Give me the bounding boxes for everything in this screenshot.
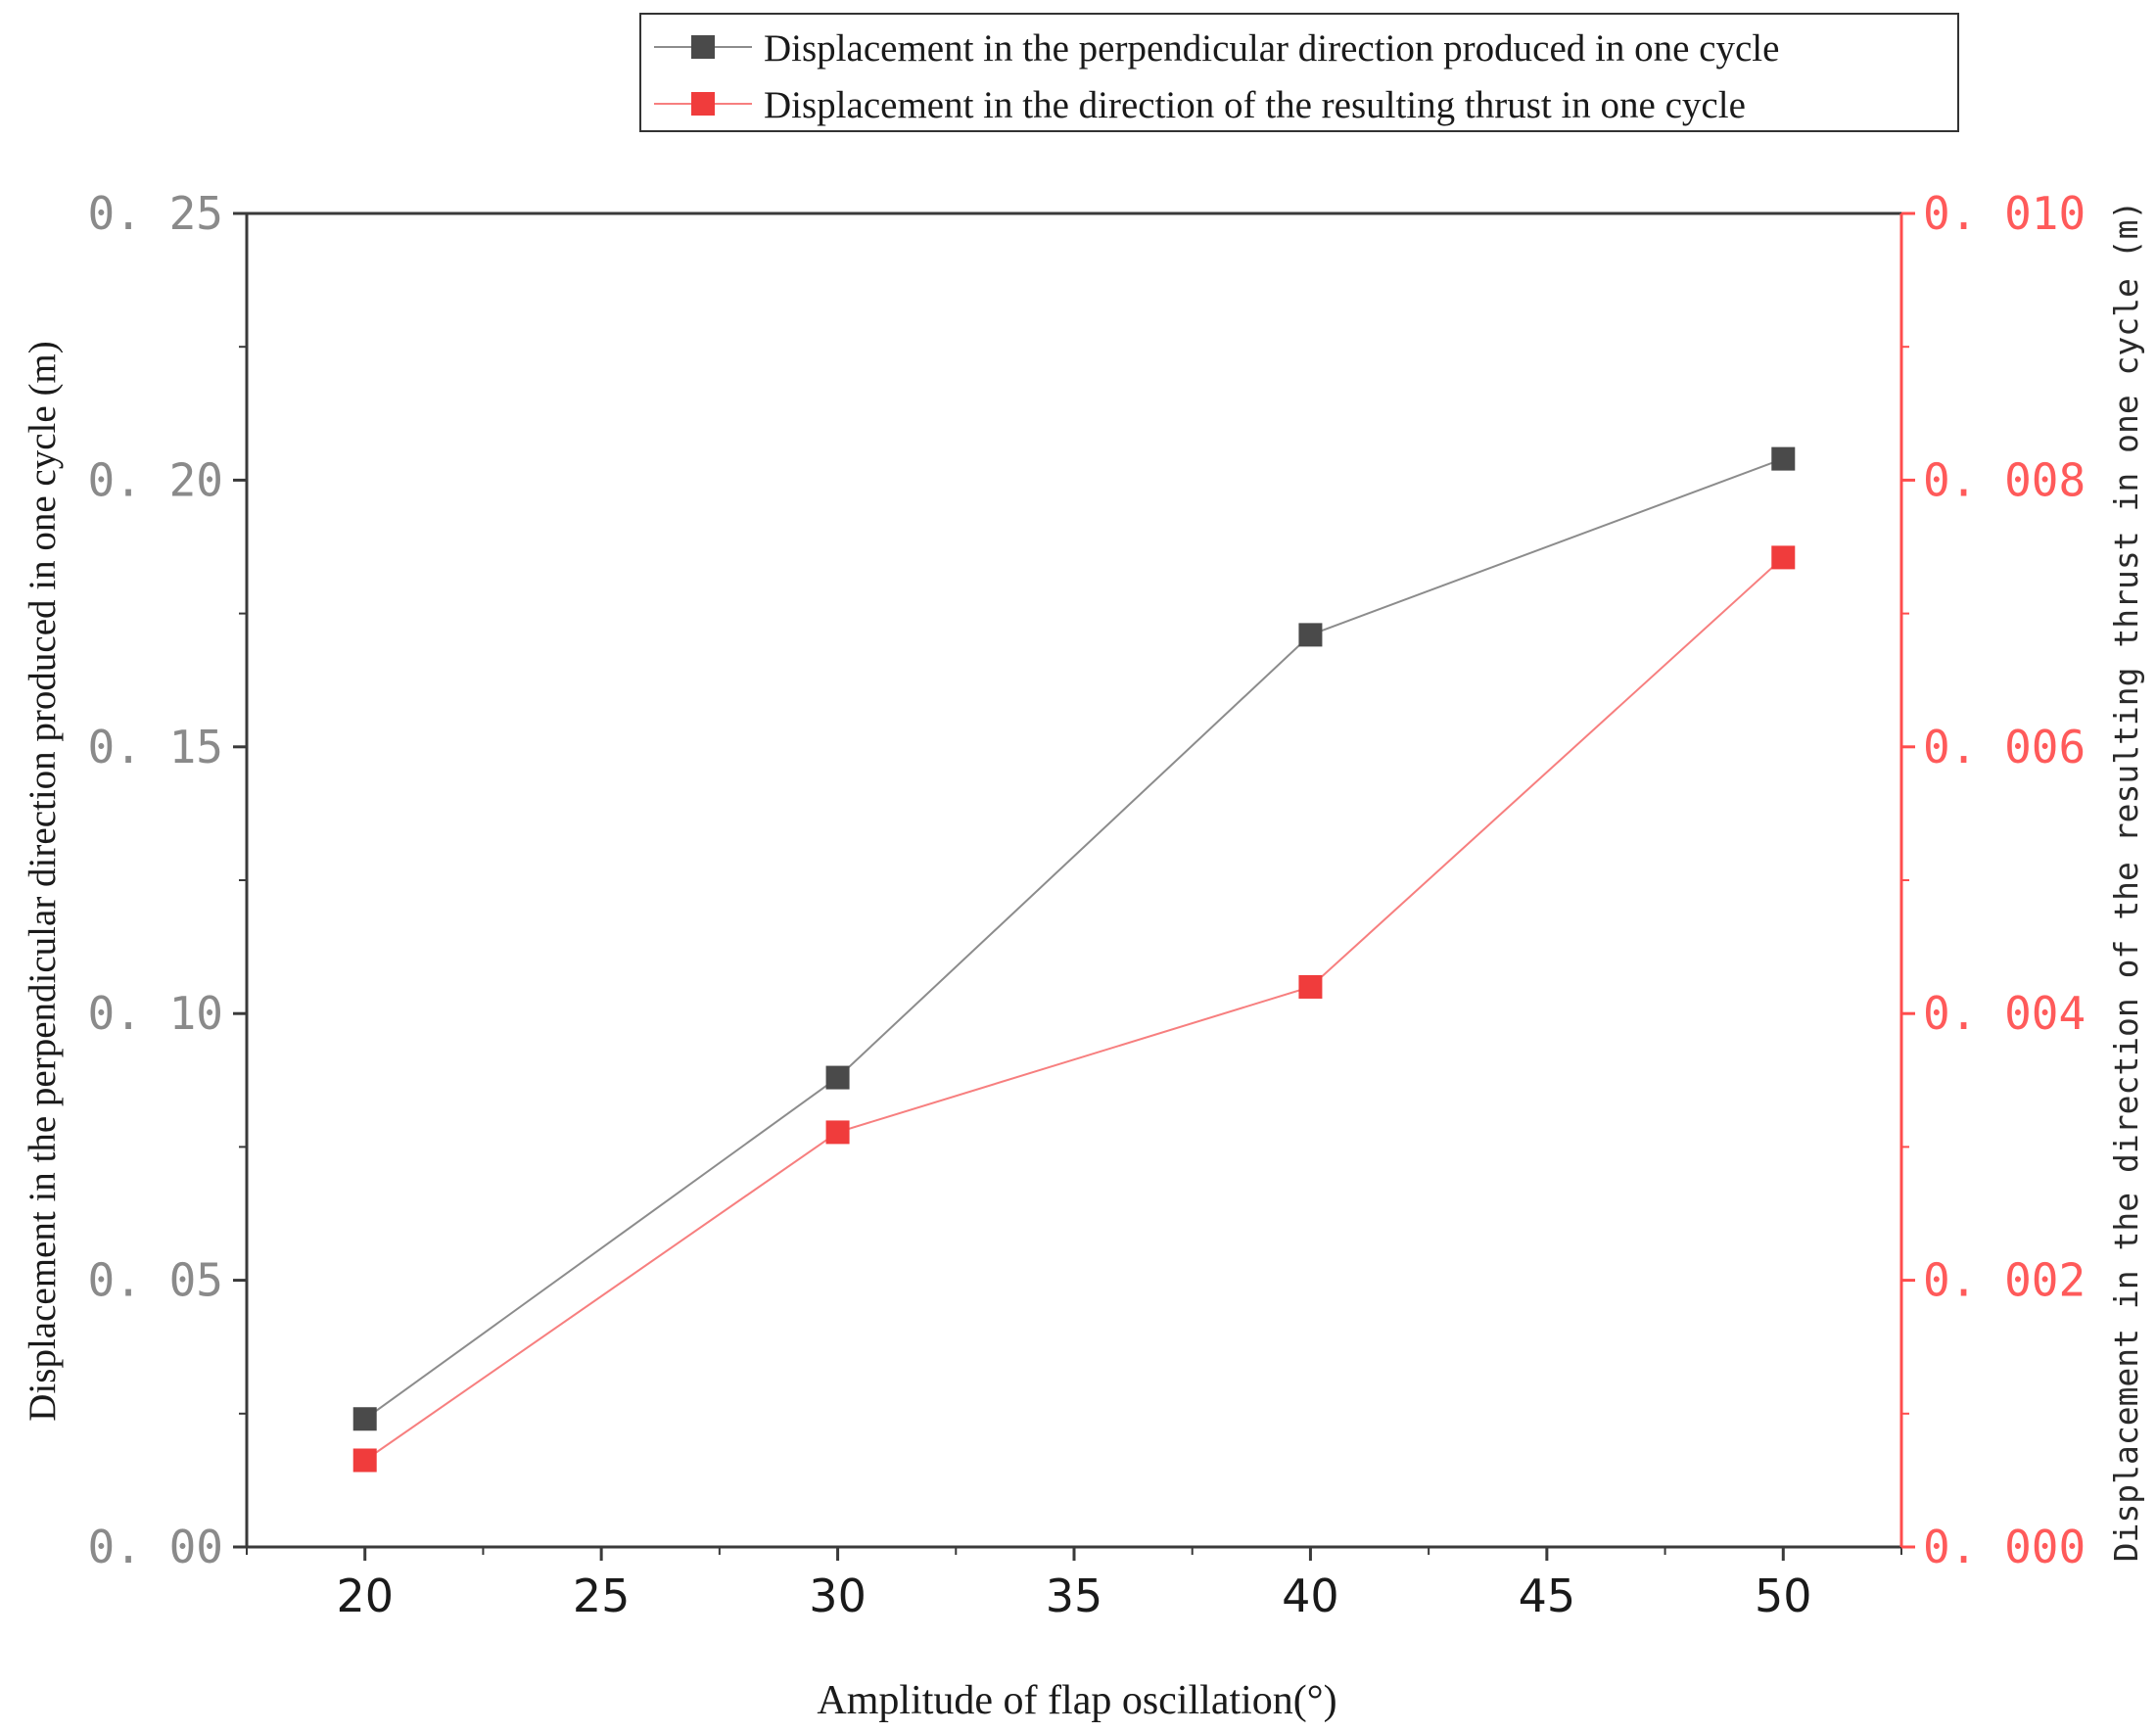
series-2-point bbox=[352, 1448, 377, 1473]
series-line-2 bbox=[364, 556, 1784, 1462]
x-tick-label: 50 bbox=[1755, 1569, 1812, 1622]
legend-label-2: Displacement in the direction of the res… bbox=[764, 84, 1746, 126]
y-right-tick-label: 0. 010 bbox=[1923, 187, 2086, 240]
series-1-point bbox=[1298, 623, 1323, 647]
series-2-point bbox=[1771, 545, 1796, 570]
legend-marker-2 bbox=[691, 92, 715, 116]
y-left-tick-label: 0. 25 bbox=[88, 187, 223, 240]
x-tick-label: 45 bbox=[1519, 1569, 1576, 1622]
series-line-1 bbox=[364, 457, 1784, 1421]
legend: Displacement in the perpendicular direct… bbox=[639, 13, 1959, 132]
series-2-point bbox=[1298, 974, 1323, 999]
x-axis-label: Amplitude of flap oscillation(°) bbox=[817, 1678, 1336, 1723]
y-right-tick-label: 0. 000 bbox=[1923, 1521, 2086, 1573]
y-axis-right-label: Displacement in the direction of the res… bbox=[2107, 201, 2145, 1563]
y-left-tick-label: 0. 10 bbox=[88, 987, 223, 1040]
x-tick-label: 35 bbox=[1046, 1569, 1103, 1622]
legend-box bbox=[639, 13, 1959, 132]
y-left-tick-label: 0. 20 bbox=[88, 453, 223, 506]
series-2-point bbox=[825, 1120, 850, 1145]
y-right-tick-label: 0. 008 bbox=[1923, 453, 2086, 506]
series-1-point bbox=[352, 1407, 377, 1431]
y-right-tick-label: 0. 002 bbox=[1923, 1254, 2086, 1307]
y-left-tick-label: 0. 15 bbox=[88, 721, 223, 773]
series-1-point bbox=[825, 1065, 850, 1090]
x-tick-label: 30 bbox=[809, 1569, 867, 1622]
y-right-tick-label: 0. 006 bbox=[1923, 721, 2086, 773]
axes-layer: 20 25 30 35 40 45 50 0. 00 0. 05 0. 10 0. 15 0. 20 0… bbox=[88, 187, 2086, 1622]
y-right-tick-label: 0. 004 bbox=[1923, 987, 2086, 1040]
series-layer bbox=[352, 446, 1796, 1473]
y-left-tick-label: 0. 05 bbox=[88, 1254, 223, 1307]
y-axis-left-label: Displacement in the perpendicular direct… bbox=[22, 341, 64, 1421]
series-1-point bbox=[1771, 446, 1796, 471]
y-left-tick-label: 0. 00 bbox=[88, 1521, 223, 1573]
x-tick-label: 40 bbox=[1282, 1569, 1339, 1622]
x-tick-label: 25 bbox=[573, 1569, 631, 1622]
x-tick-label: 20 bbox=[336, 1569, 394, 1622]
legend-marker-1 bbox=[691, 35, 715, 59]
legend-label-1: Displacement in the perpendicular direct… bbox=[764, 27, 1779, 70]
